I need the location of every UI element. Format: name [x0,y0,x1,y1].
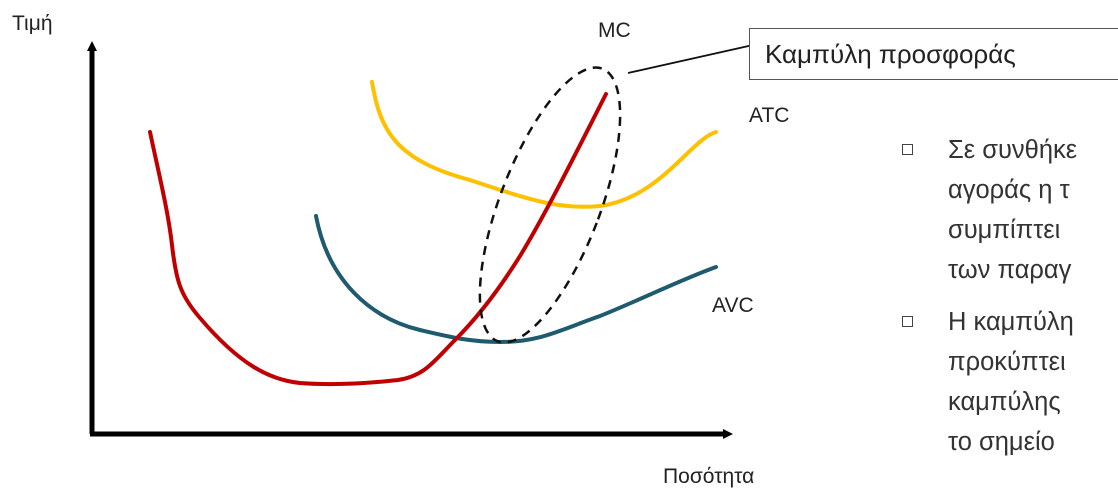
bullet-text-line: Η καμπύλη [948,308,1074,336]
bullet-text-line: αγοράς η τ [948,176,1070,204]
supply-segment-ellipse [478,66,622,344]
atc-curve-label: ATC [749,104,790,127]
y-axis-label: Τιμή [12,12,53,35]
supply-curve-callout: Καμπύλη προσφοράς [749,28,1118,80]
x-axis-label: Ποσότητα [663,465,755,488]
mc-curve [148,92,608,387]
bullet-text-line: προκύπτει [948,348,1066,376]
bullet-list: Σε συνθήκε αγοράς η τ συμπίπτει των παρα… [898,130,1118,496]
callout-leader-line [627,44,754,74]
bullet-text-line: Σε συνθήκε [948,136,1078,164]
square-bullet-icon [902,316,913,327]
bullet-item: Σε συνθήκε αγοράς η τ συμπίπτει των παρα… [898,130,1118,290]
bullet-text-line: συμπίπτει [948,216,1061,244]
avc-curve-label: AVC [712,294,754,317]
atc-curve [370,80,718,209]
square-bullet-icon [902,144,913,155]
mc-curve-label: MC [598,19,631,42]
bullet-text-line: των παραγ [948,256,1072,284]
bullet-text-line: το σημείο [948,428,1055,456]
bullet-item: Η καμπύλη προκύπτει καμπύλης το σημείο [898,302,1118,462]
bullet-text-line: καμπύλης [948,388,1061,416]
avc-curve [314,214,718,345]
